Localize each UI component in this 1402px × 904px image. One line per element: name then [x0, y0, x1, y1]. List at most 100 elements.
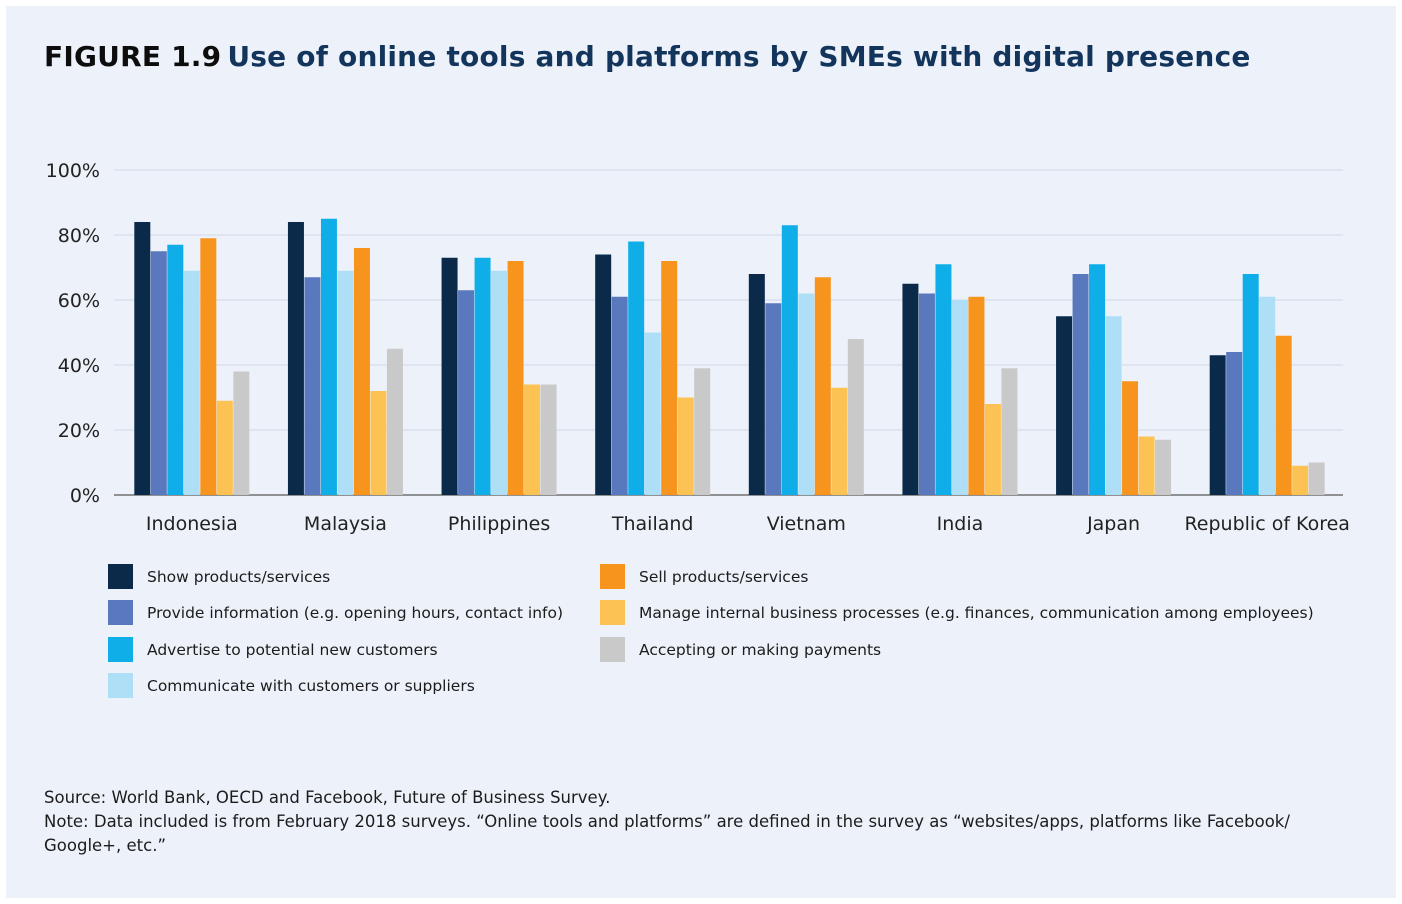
- bar: [798, 293, 815, 495]
- bar: [677, 397, 694, 495]
- y-tick-label: 0%: [70, 485, 100, 507]
- bar: [441, 257, 458, 495]
- bar: [748, 274, 765, 495]
- legend-item-provide-info: Provide information (e.g. opening hours,…: [108, 600, 563, 625]
- legend-label: Provide information (e.g. opening hours,…: [147, 603, 564, 622]
- note-text: Note: Data included is from February 201…: [44, 812, 1290, 855]
- legend: Show products/services Provide informati…: [108, 558, 1388, 708]
- bar: [831, 387, 848, 495]
- bar: [984, 404, 1001, 495]
- bar: [1089, 264, 1106, 495]
- legend-item-sell: Sell products/services: [600, 564, 808, 589]
- bar: [1138, 436, 1155, 495]
- bar: [386, 348, 403, 495]
- source-notes: Source: World Bank, OECD and Facebook, F…: [44, 786, 1354, 858]
- figure-title-text: Use of online tools and platforms by SME…: [227, 40, 1251, 73]
- x-tick-label: Vietnam: [767, 513, 846, 535]
- bar: [1155, 439, 1172, 495]
- bar: [628, 241, 645, 495]
- x-tick-label: Philippines: [448, 513, 550, 535]
- x-tick-label: India: [937, 513, 984, 535]
- bars: [134, 218, 1325, 495]
- bar: [1001, 368, 1018, 495]
- x-tick-label: Japan: [1086, 513, 1140, 535]
- legend-swatch: [108, 564, 133, 589]
- bar: [1242, 274, 1259, 495]
- y-tick-label: 20%: [58, 420, 100, 442]
- bar: [337, 270, 354, 495]
- bar: [968, 296, 985, 495]
- legend-label: Communicate with customers or suppliers: [147, 676, 475, 695]
- y-tick-label: 80%: [58, 225, 100, 247]
- bar: [370, 391, 387, 495]
- bar: [287, 222, 304, 495]
- bar: [353, 248, 370, 495]
- legend-label: Sell products/services: [639, 567, 809, 586]
- legend-swatch: [108, 673, 133, 698]
- legend-label: Accepting or making payments: [639, 640, 882, 659]
- x-tick-label: Malaysia: [304, 513, 387, 535]
- bar: [491, 270, 508, 495]
- bar: [1105, 316, 1122, 495]
- bar: [765, 303, 782, 495]
- bar: [1226, 352, 1243, 495]
- y-tick-label: 60%: [58, 290, 100, 312]
- bar: [320, 218, 337, 495]
- bar: [595, 254, 612, 495]
- bar: [1056, 316, 1073, 495]
- bar: [1292, 465, 1309, 495]
- bar: [540, 384, 557, 495]
- legend-label: Manage internal business processes (e.g.…: [639, 603, 1314, 622]
- bar: [1308, 462, 1325, 495]
- legend-swatch: [600, 600, 625, 625]
- legend-item-manage: Manage internal business processes (e.g.…: [600, 600, 1314, 625]
- bar: [216, 400, 233, 495]
- figure-title: FIGURE 1.9 Use of online tools and platfo…: [44, 40, 1251, 73]
- x-tick-label: Indonesia: [146, 513, 238, 535]
- bar: [474, 257, 491, 495]
- x-tick-label: Thailand: [611, 513, 694, 535]
- x-tick-label: Republic of Korea: [1184, 513, 1349, 535]
- legend-swatch: [600, 564, 625, 589]
- bar: [524, 384, 541, 495]
- bar: [814, 277, 831, 495]
- bar: [935, 264, 952, 495]
- legend-item-advertise: Advertise to potential new customers: [108, 637, 438, 662]
- bar: [150, 251, 167, 495]
- bar: [1072, 274, 1089, 495]
- bar: [694, 368, 711, 495]
- bar: [1122, 381, 1139, 495]
- bar: [1209, 355, 1226, 495]
- bar: [644, 332, 661, 495]
- bar: [304, 277, 321, 495]
- bar: [847, 339, 864, 495]
- bar: [200, 238, 217, 495]
- bar: [233, 371, 250, 495]
- legend-label: Show products/services: [147, 567, 331, 586]
- source-text: Source: World Bank, OECD and Facebook, F…: [44, 788, 611, 807]
- legend-swatch: [600, 637, 625, 662]
- legend-swatch: [108, 600, 133, 625]
- bar: [902, 283, 919, 495]
- legend-item-communicate: Communicate with customers or suppliers: [108, 673, 475, 698]
- bar: [918, 293, 935, 495]
- figure-label: FIGURE 1.9: [44, 40, 222, 73]
- legend-item-payments: Accepting or making payments: [600, 637, 881, 662]
- bar: [661, 261, 678, 495]
- bar: [1275, 335, 1292, 495]
- bar: [781, 225, 798, 495]
- bar: [183, 270, 200, 495]
- y-tick-label: 40%: [58, 355, 100, 377]
- bar: [134, 222, 151, 495]
- legend-item-show: Show products/services: [108, 564, 330, 589]
- bar: [611, 296, 628, 495]
- bar: [1259, 296, 1276, 495]
- legend-label: Advertise to potential new customers: [147, 640, 438, 659]
- legend-swatch: [108, 637, 133, 662]
- bar: [951, 300, 968, 495]
- bar: [167, 244, 184, 495]
- y-axis-ticks: 0% 20% 40% 60% 80% 100%: [46, 160, 100, 507]
- x-axis-ticks: Indonesia Malaysia Philippines Thailand Viet…: [146, 513, 1350, 535]
- y-tick-label: 100%: [46, 160, 100, 182]
